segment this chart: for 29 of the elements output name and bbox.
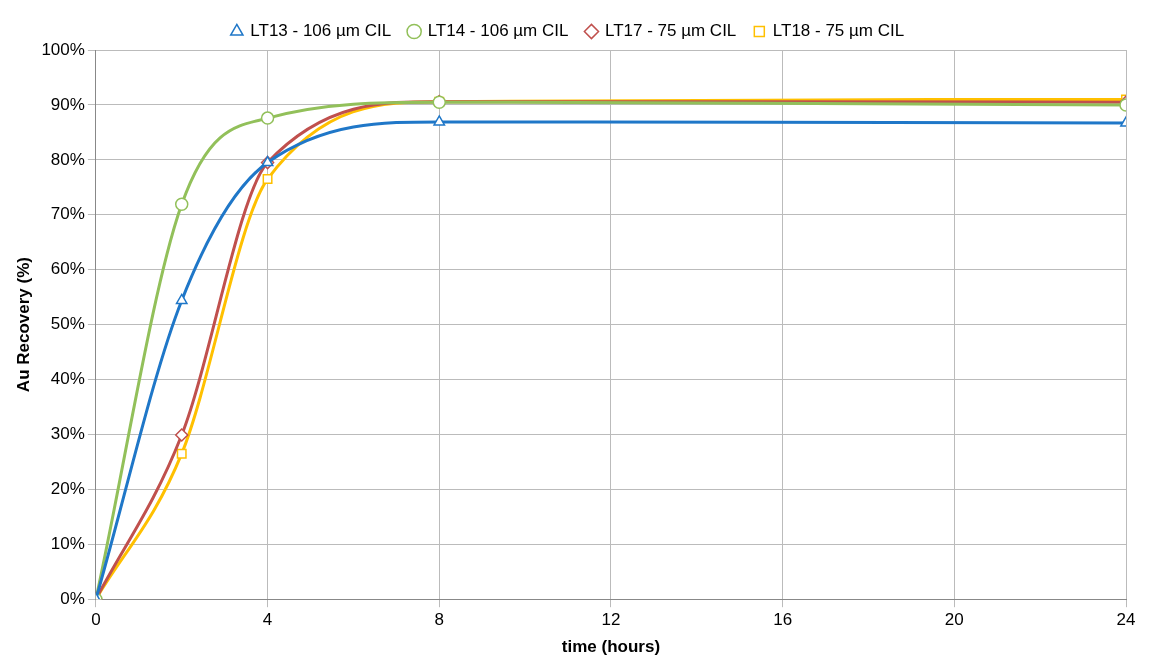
- y-tick-label: 70%: [50, 204, 85, 224]
- y-tick-label: 20%: [50, 479, 85, 499]
- legend-label: LT13 - 106 µm CIL: [250, 21, 392, 41]
- point: [433, 115, 446, 126]
- x-tick-label: 16: [773, 610, 793, 630]
- legend-label: LT18 - 75 µm CIL: [772, 21, 905, 41]
- x-tick-label: 8: [434, 610, 444, 630]
- y-tick-label: 0%: [60, 588, 85, 608]
- x-tick-label: 24: [1116, 610, 1136, 630]
- legend-label: LT14 - 106 µm CIL: [427, 21, 569, 41]
- x-tick-label: 4: [262, 610, 273, 630]
- point: [260, 111, 275, 125]
- point: [175, 293, 188, 305]
- y-tick-label: 90%: [50, 94, 85, 114]
- y-tick-label: 100%: [41, 39, 85, 59]
- y-tick-label: 30%: [50, 424, 85, 444]
- y-tick-label: 50%: [50, 314, 85, 334]
- point: [174, 428, 189, 442]
- legend-label: LT17 - 75 µm CIL: [604, 21, 737, 41]
- x-axis-title: time (hours): [561, 637, 661, 657]
- y-tick-label: 80%: [50, 149, 85, 169]
- y-tick-label: 60%: [50, 259, 85, 279]
- y-tick-label: 10%: [50, 533, 85, 553]
- x-tick-label: 20: [944, 610, 964, 630]
- x-tick-label: 12: [601, 610, 621, 630]
- point: [174, 197, 189, 212]
- y-axis-title: Au Recovery (%): [13, 257, 33, 393]
- x-tick-label: 0: [91, 610, 101, 630]
- y-tick-label: 40%: [50, 369, 85, 389]
